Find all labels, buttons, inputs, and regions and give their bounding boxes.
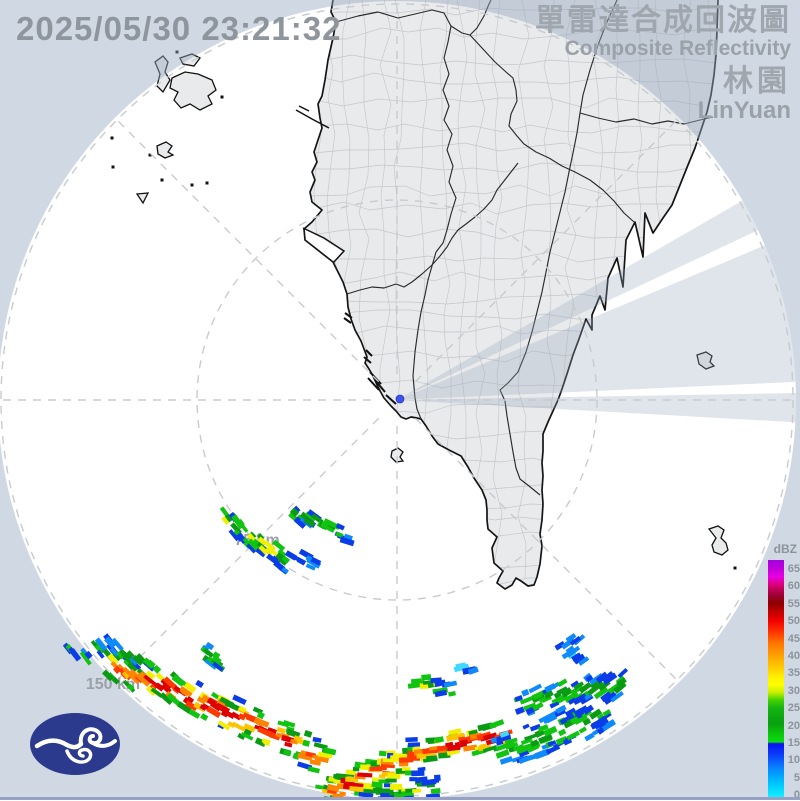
dbz-tick: 65 (787, 563, 800, 575)
dbz-tick: 35 (787, 667, 800, 680)
radar-echoes (62, 505, 629, 800)
dbz-tick: 40 (787, 650, 800, 662)
coastal-structures (295, 105, 397, 405)
dbz-tick: 45 (787, 632, 800, 645)
dbz-tick: 60 (787, 580, 800, 593)
dbz-tick: 30 (787, 684, 800, 697)
dbz-tick: 15 (787, 737, 800, 749)
dbz-tick: 55 (787, 597, 800, 610)
product-title-en: Composite Reflectivity (564, 37, 791, 60)
dbz-tick: 5 (793, 771, 800, 784)
coastline (303, 0, 719, 590)
timestamp: 2025/05/30 23:21:32 (16, 10, 342, 47)
dbz-color-scale: dBZ 65 60 55 50 45 40 35 30 25 20 15 10 5 0 (764, 542, 800, 801)
offshore-islands (110, 31, 737, 570)
taiwan-landmass (304, 0, 718, 589)
dbz-tick: 0 (793, 789, 800, 801)
product-title-zh: 單雷達合成回波圖 (535, 4, 791, 37)
dbz-gradient-bar (768, 560, 784, 797)
tainan-lagoon (302, 227, 344, 264)
dbz-scale-label: dBZ (773, 542, 797, 556)
title-block: 單雷達合成回波圖 Composite Reflectivity 林園 LinYu… (535, 6, 791, 123)
dbz-tick: 20 (787, 719, 800, 732)
county-borders (335, 0, 714, 496)
range-ring-label: 150 km (86, 676, 140, 693)
station-name-en: LinYuan (697, 97, 791, 124)
cwb-logo (27, 710, 123, 783)
bottom-border-line (0, 797, 800, 800)
dbz-tick: 10 (787, 754, 800, 767)
dbz-tick: 50 (787, 615, 800, 628)
dbz-tick: 25 (787, 702, 800, 715)
station-name-zh: 林園 (723, 65, 791, 98)
dbz-scale-ticks: 65 60 55 50 45 40 35 30 25 20 15 10 5 0 (784, 560, 800, 801)
radar-station-marker (395, 394, 405, 404)
cwb-logo-icon (30, 713, 120, 775)
